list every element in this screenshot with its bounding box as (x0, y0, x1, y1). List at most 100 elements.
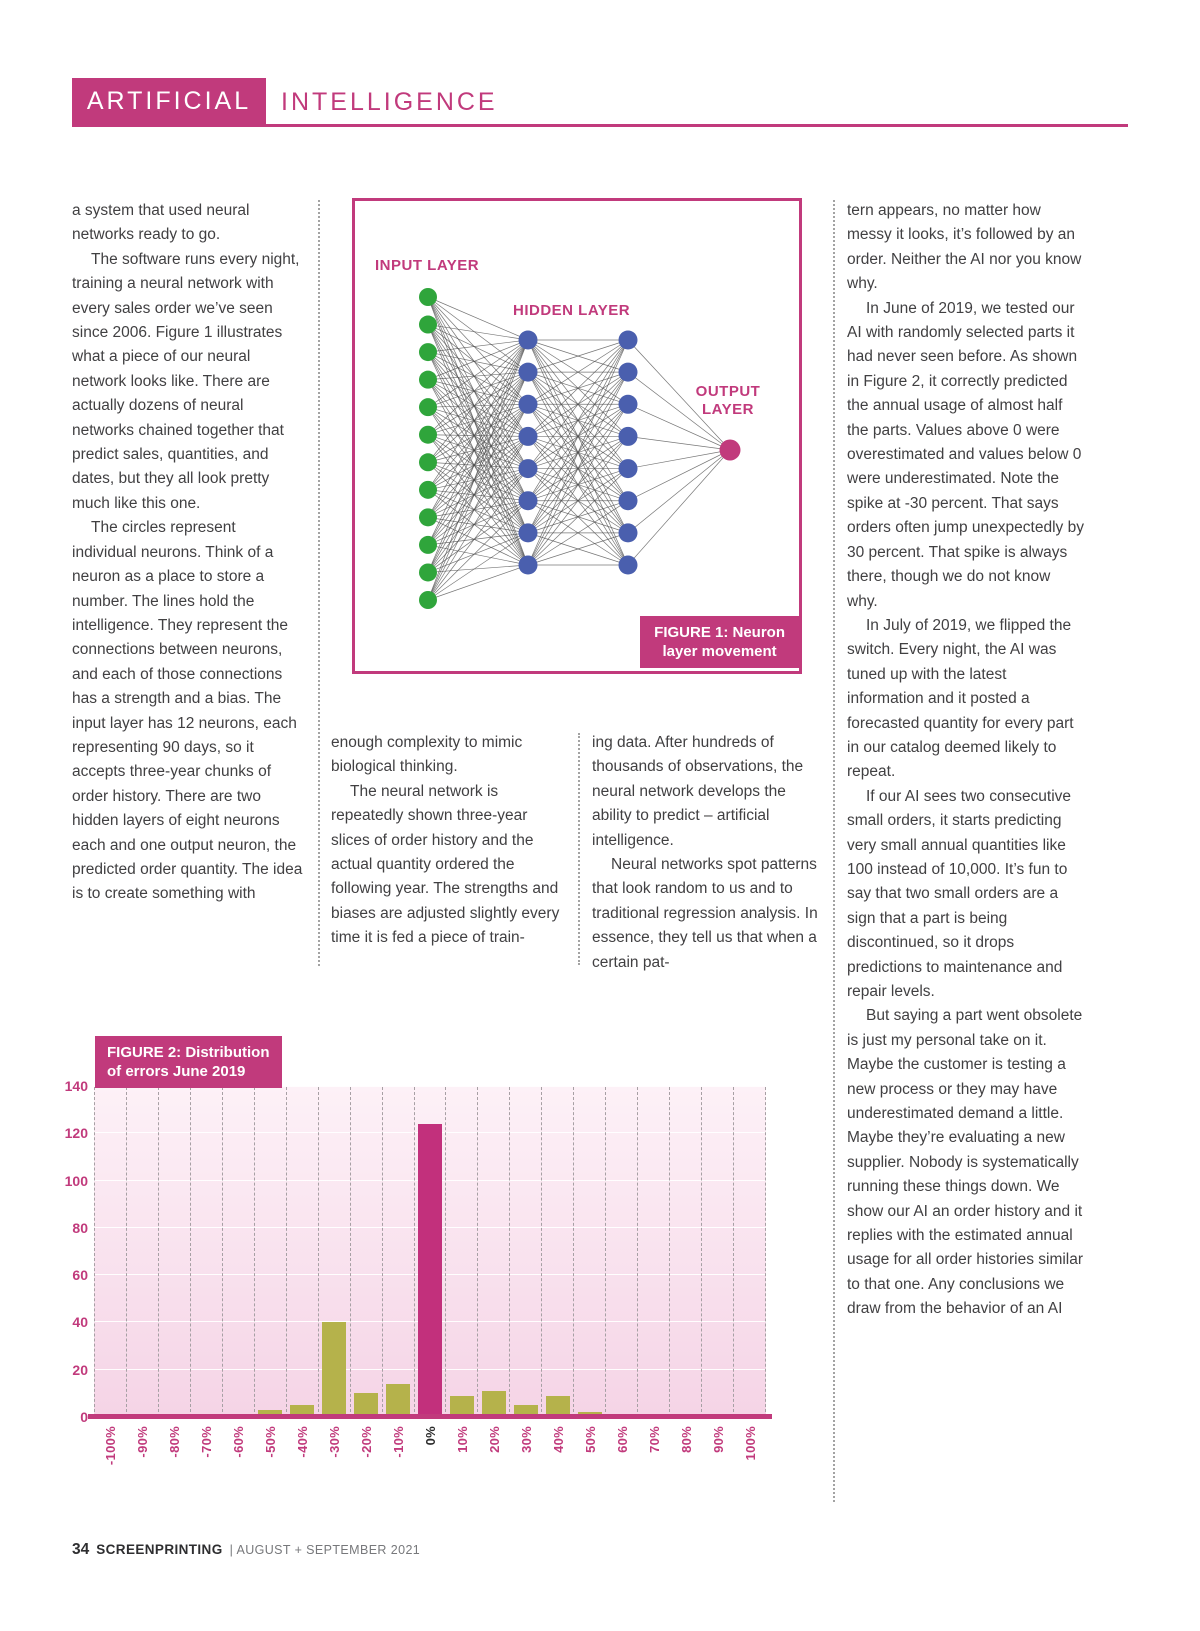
connection-line (427, 564, 529, 573)
chart-cell (319, 1087, 351, 1417)
connection-line (427, 500, 529, 546)
connection-line (427, 532, 529, 546)
connection-line (427, 339, 529, 380)
connection-line (427, 339, 529, 601)
connection-line (427, 372, 529, 601)
neuron (618, 426, 638, 446)
text-column-2: enough complexity to mimic biological th… (331, 731, 562, 951)
figure-1-neural-network: INPUT LAYER HIDDEN LAYER OUTPUT LAYER FI… (352, 198, 802, 674)
connection-line (527, 371, 629, 566)
y-tick-label: 20 (72, 1361, 88, 1378)
connection-line (427, 406, 529, 469)
chart-cell (510, 1087, 543, 1417)
connection-line (427, 296, 529, 341)
connection-line (427, 379, 529, 501)
x-tick-label: 30% (510, 1426, 542, 1506)
connection-line (427, 296, 529, 501)
x-tick-label: 60% (606, 1426, 638, 1506)
connection-line (427, 434, 529, 502)
x-tick-label: 100% (734, 1426, 766, 1506)
bar-0% (418, 1123, 442, 1417)
output-layer-label-line2: LAYER (702, 401, 754, 418)
paragraph: Neural networks spot patterns that look … (592, 856, 818, 971)
page-number: 34 (72, 1541, 90, 1558)
chart-cell (670, 1087, 703, 1417)
connection-line (427, 406, 529, 437)
connection-line (427, 324, 529, 437)
x-tick-label: 70% (638, 1426, 670, 1506)
figure-2-chart: FIGURE 2: Distribution of errors June 20… (60, 1036, 772, 1516)
connection-line (427, 564, 529, 601)
x-tick-label: 10% (446, 1426, 478, 1506)
x-tick-label: -50% (254, 1426, 286, 1506)
connection-line (427, 371, 529, 463)
connection-line (427, 489, 529, 566)
chart-cell (542, 1087, 575, 1417)
bar-40% (546, 1395, 570, 1417)
connection-line (427, 532, 529, 601)
connection-line (427, 489, 529, 534)
text-column-3: ing data. After hundreds of thousands of… (592, 731, 821, 975)
connection-line (427, 434, 529, 534)
figure-2-title: FIGURE 2: Distribution of errors June 20… (95, 1036, 282, 1088)
connection-line (627, 436, 731, 451)
y-tick-label: 140 (64, 1078, 88, 1094)
column-divider-2 (578, 733, 580, 965)
neuron (419, 315, 437, 334)
connection-line (527, 339, 629, 534)
neuron (419, 370, 437, 389)
chart-cell (383, 1087, 415, 1417)
column-divider-1 (318, 200, 320, 966)
chart-cell (415, 1087, 447, 1417)
text-column-4: tern appears, no matter how messy it loo… (847, 199, 1084, 1322)
x-tick-label: -10% (382, 1426, 414, 1506)
connection-line (527, 532, 629, 566)
connection-line (427, 324, 529, 469)
x-tick-text: 90% (710, 1426, 726, 1453)
bar--30% (322, 1322, 346, 1417)
chart-cell (478, 1087, 511, 1417)
x-tick-label: -40% (286, 1426, 318, 1506)
chart-cell (159, 1087, 191, 1417)
connection-line (427, 434, 529, 437)
x-tick-text: 0% (422, 1426, 438, 1446)
x-tick-text: 60% (614, 1426, 630, 1453)
connection-line (427, 351, 529, 501)
connection-line (427, 468, 529, 573)
neuron (618, 362, 638, 382)
figure-2-title-line1: FIGURE 2: Distribution (107, 1044, 270, 1061)
x-tick-label: 80% (670, 1426, 702, 1506)
x-tick-label: -60% (222, 1426, 254, 1506)
x-tick-text: 50% (582, 1426, 598, 1453)
neuron (419, 535, 437, 554)
connection-line (427, 379, 529, 469)
chart-cell (702, 1087, 735, 1417)
neural-network-diagram (419, 288, 741, 609)
connection-line (427, 461, 529, 534)
connection-line (427, 339, 529, 518)
x-axis-labels: -100% -90% -80% -70% -60% -50% -40% -30% -20% -10… (94, 1426, 766, 1506)
connection-line (527, 500, 629, 566)
connection-line (627, 449, 731, 534)
connection-line (527, 404, 629, 566)
x-tick-label: 40% (542, 1426, 574, 1506)
connection-line (427, 468, 529, 518)
x-tick-text: 100% (742, 1426, 758, 1461)
connection-line (427, 296, 529, 469)
chart-cell (446, 1087, 479, 1417)
neuron (419, 480, 437, 499)
connection-line (427, 403, 529, 463)
connection-line (627, 339, 731, 451)
neuron (618, 459, 638, 479)
neuron (618, 523, 638, 543)
connection-line (427, 404, 529, 573)
neuron (618, 555, 638, 575)
connection-line (527, 339, 629, 373)
paragraph: The software runs every night, training … (72, 250, 300, 512)
connection-line (527, 436, 629, 566)
bar--40% (290, 1405, 314, 1417)
x-tick-text: 30% (518, 1426, 534, 1453)
paragraph: ing data. After hundreds of thousands of… (592, 734, 804, 849)
x-tick-text: -40% (294, 1426, 310, 1458)
